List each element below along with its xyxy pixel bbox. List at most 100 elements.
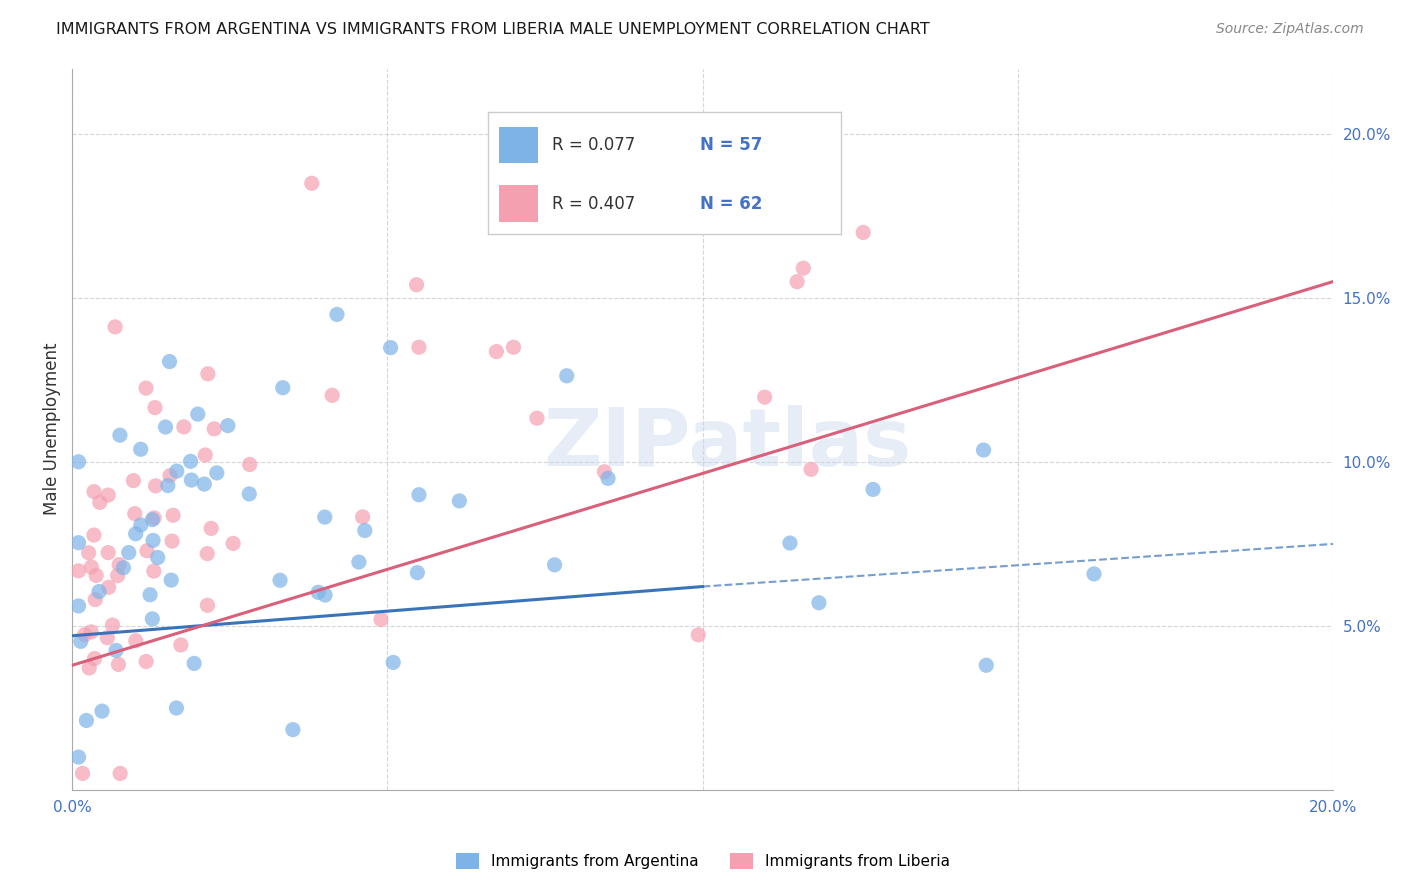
Point	[139, 588, 162, 602]
Point	[135, 655, 157, 669]
Point	[408, 488, 430, 502]
Point	[973, 443, 995, 458]
Point	[75, 714, 97, 728]
Point	[347, 555, 370, 569]
Point	[146, 550, 169, 565]
Point	[69, 634, 91, 648]
Point	[269, 574, 291, 588]
Point	[202, 422, 225, 436]
Point	[1083, 566, 1105, 581]
Point	[307, 585, 329, 599]
Legend: Immigrants from Argentina, Immigrants from Liberia: Immigrants from Argentina, Immigrants fr…	[450, 847, 956, 875]
Point	[314, 510, 336, 524]
Point	[165, 701, 187, 715]
Point	[974, 658, 997, 673]
Point	[87, 584, 110, 599]
Point	[135, 381, 157, 395]
Point	[792, 261, 814, 276]
Point	[141, 612, 163, 626]
Point	[73, 627, 96, 641]
Point	[800, 462, 823, 476]
Point	[526, 411, 548, 425]
Point	[205, 466, 228, 480]
Point	[141, 513, 163, 527]
Point	[543, 558, 565, 572]
Point	[67, 599, 90, 613]
Point	[180, 454, 202, 468]
Point	[91, 704, 114, 718]
Point	[143, 401, 166, 415]
Point	[786, 275, 808, 289]
Point	[142, 564, 165, 578]
Point	[173, 420, 195, 434]
Point	[326, 307, 349, 321]
Y-axis label: Male Unemployment: Male Unemployment	[44, 343, 60, 516]
Point	[160, 534, 183, 549]
Point	[124, 507, 146, 521]
Point	[193, 477, 215, 491]
Point	[108, 766, 131, 780]
Point	[143, 511, 166, 525]
Point	[97, 488, 120, 502]
Text: IMMIGRANTS FROM ARGENTINA VS IMMIGRANTS FROM LIBERIA MALE UNEMPLOYMENT CORRELATI: IMMIGRANTS FROM ARGENTINA VS IMMIGRANTS …	[56, 22, 929, 37]
Point	[222, 536, 245, 550]
Point	[67, 564, 90, 578]
Point	[142, 533, 165, 548]
Point	[136, 543, 159, 558]
Point	[321, 388, 343, 402]
Point	[271, 381, 294, 395]
Point	[593, 465, 616, 479]
Point	[200, 521, 222, 535]
Point	[84, 568, 107, 582]
Point	[187, 407, 209, 421]
Text: ZIPatlas: ZIPatlas	[544, 405, 912, 483]
Point	[485, 344, 508, 359]
Point	[405, 277, 427, 292]
Point	[382, 656, 405, 670]
Point	[380, 341, 402, 355]
Point	[555, 368, 578, 383]
Point	[183, 657, 205, 671]
Point	[502, 340, 524, 354]
Point	[170, 638, 193, 652]
Point	[160, 573, 183, 587]
Point	[104, 319, 127, 334]
Point	[156, 478, 179, 492]
Point	[238, 487, 260, 501]
Point	[852, 226, 875, 240]
Point	[101, 618, 124, 632]
Point	[80, 560, 103, 574]
Point	[105, 643, 128, 657]
Text: Source: ZipAtlas.com: Source: ZipAtlas.com	[1216, 22, 1364, 37]
Point	[83, 651, 105, 665]
Point	[194, 448, 217, 462]
Point	[72, 766, 94, 780]
Point	[352, 510, 374, 524]
Point	[281, 723, 304, 737]
Point	[77, 546, 100, 560]
Point	[217, 418, 239, 433]
Point	[862, 483, 884, 497]
Point	[83, 484, 105, 499]
Point	[155, 420, 177, 434]
Point	[125, 633, 148, 648]
Point	[80, 624, 103, 639]
Point	[596, 471, 619, 485]
Point	[159, 354, 181, 368]
Point	[145, 479, 167, 493]
Point	[166, 464, 188, 478]
Point	[122, 474, 145, 488]
Point	[408, 340, 430, 354]
Point	[97, 580, 120, 594]
Point	[83, 528, 105, 542]
Point	[807, 596, 830, 610]
Point	[108, 558, 131, 572]
Point	[107, 657, 129, 672]
Point	[239, 458, 262, 472]
Point	[67, 750, 90, 764]
Point	[197, 367, 219, 381]
Point	[77, 661, 100, 675]
Point	[314, 588, 336, 602]
Point	[89, 495, 111, 509]
Point	[195, 547, 218, 561]
